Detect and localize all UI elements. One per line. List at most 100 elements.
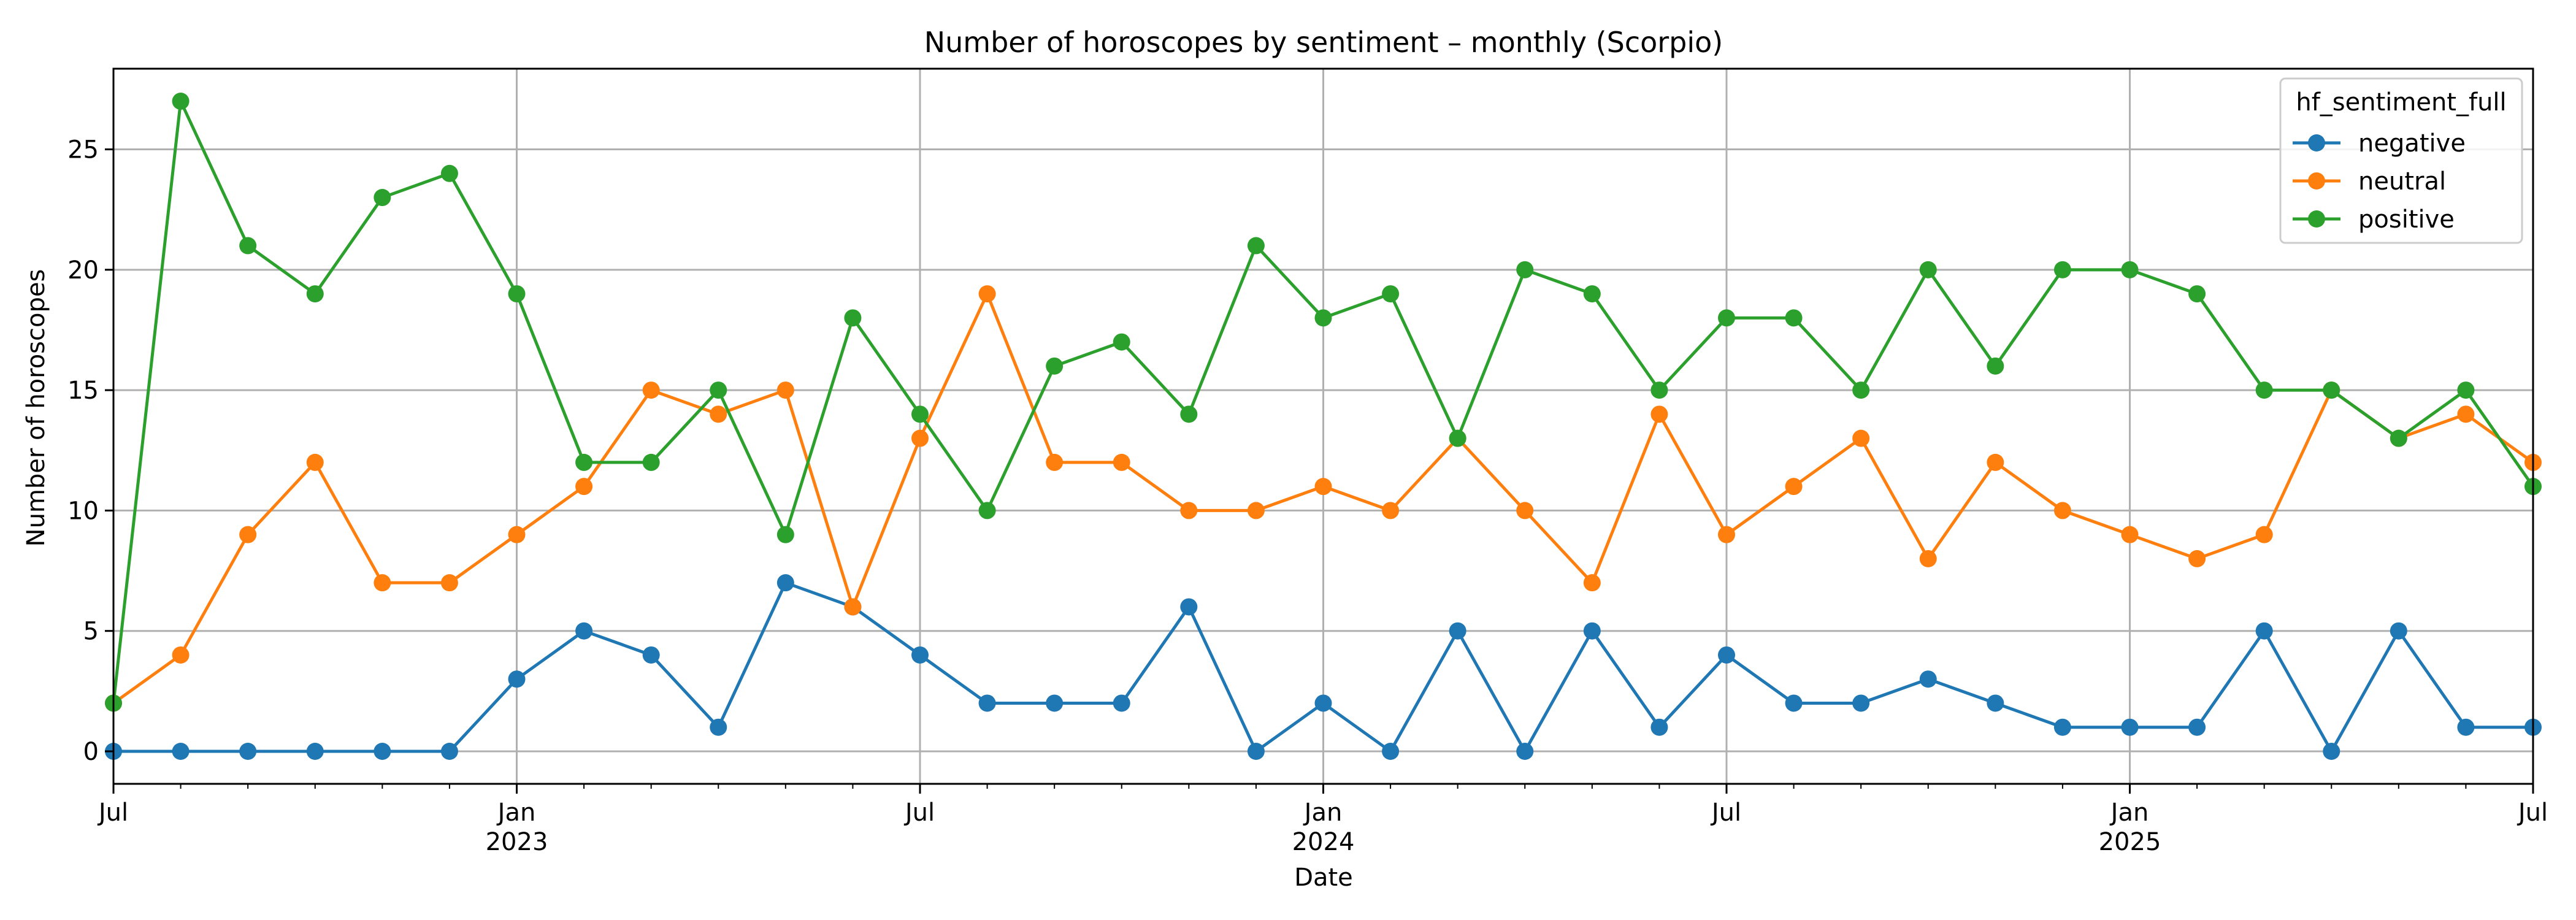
- data-point-neutral: [1583, 574, 1601, 592]
- data-point-positive: [2053, 261, 2071, 278]
- data-point-neutral: [440, 574, 458, 592]
- data-point-negative: [575, 622, 593, 640]
- series-layer: [105, 93, 2542, 760]
- data-point-neutral: [1516, 502, 1534, 519]
- data-point-negative: [2457, 718, 2475, 736]
- legend-entries: negative neutral positive: [2293, 129, 2466, 234]
- data-point-positive: [1314, 309, 1332, 327]
- data-point-neutral: [1785, 478, 1803, 496]
- data-point-negative: [508, 670, 526, 688]
- data-point-neutral: [508, 526, 526, 543]
- data-point-neutral: [1180, 502, 1198, 519]
- y-tick-label: 20: [67, 256, 99, 285]
- data-point-negative: [2390, 622, 2407, 640]
- legend-entry-neutral: neutral: [2293, 167, 2446, 196]
- data-point-neutral: [2188, 550, 2206, 567]
- legend-marker-neutral: [2308, 172, 2325, 190]
- data-point-negative: [2188, 718, 2206, 736]
- data-point-positive: [575, 453, 593, 471]
- x-tick-label: Jan: [1303, 799, 1343, 827]
- data-point-negative: [374, 743, 391, 760]
- data-point-negative: [1650, 718, 1668, 736]
- data-point-positive: [172, 93, 190, 110]
- data-point-negative: [1113, 694, 1130, 712]
- data-point-negative: [239, 743, 257, 760]
- data-point-positive: [1382, 285, 1400, 303]
- data-point-negative: [2121, 718, 2139, 736]
- x-tick-year-label: 2025: [2099, 828, 2161, 856]
- series-positive: [105, 93, 2542, 712]
- data-point-negative: [1449, 622, 1466, 640]
- data-point-positive: [1180, 405, 1198, 423]
- data-point-negative: [1382, 743, 1400, 760]
- data-point-positive: [1919, 261, 1937, 278]
- data-point-positive: [911, 405, 929, 423]
- data-point-positive: [1247, 237, 1265, 255]
- data-point-negative: [642, 646, 660, 664]
- data-point-neutral: [172, 646, 190, 664]
- data-point-neutral: [374, 574, 391, 592]
- data-point-positive: [440, 164, 458, 182]
- data-point-neutral: [1046, 453, 1064, 471]
- x-tick-label: Jul: [1710, 799, 1741, 827]
- data-point-negative: [2255, 622, 2273, 640]
- data-point-positive: [306, 285, 324, 303]
- data-point-neutral: [575, 478, 593, 496]
- data-point-negative: [1852, 694, 1870, 712]
- data-point-positive: [2457, 381, 2475, 399]
- data-point-positive: [374, 189, 391, 207]
- data-point-neutral: [1852, 429, 1870, 447]
- legend-marker-negative: [2308, 134, 2325, 151]
- data-point-neutral: [1247, 502, 1265, 519]
- data-point-negative: [440, 743, 458, 760]
- data-point-negative: [1046, 694, 1064, 712]
- data-point-negative: [1516, 743, 1534, 760]
- data-point-negative: [306, 743, 324, 760]
- y-tick-label: 5: [83, 618, 99, 646]
- data-point-negative: [1247, 743, 1265, 760]
- legend-label-positive: positive: [2358, 205, 2455, 234]
- legend: hf_sentiment_full negative neutral positiv…: [2279, 77, 2523, 244]
- y-tick-label: 10: [67, 497, 99, 525]
- data-point-positive: [2323, 381, 2340, 399]
- data-point-neutral: [911, 429, 929, 447]
- data-point-positive: [2121, 261, 2139, 278]
- data-point-neutral: [1718, 526, 1735, 543]
- x-tick-label: Jul: [97, 799, 128, 827]
- legend-box: [2279, 77, 2523, 244]
- data-point-negative: [1314, 694, 1332, 712]
- data-point-neutral: [710, 405, 727, 423]
- data-point-negative: [1583, 622, 1601, 640]
- x-tick-year-label: 2024: [1292, 828, 1355, 856]
- data-point-negative: [978, 694, 996, 712]
- data-point-positive: [1852, 381, 1870, 399]
- data-point-positive: [2188, 285, 2206, 303]
- data-point-neutral: [1113, 453, 1130, 471]
- data-point-positive: [710, 381, 727, 399]
- data-point-neutral: [2457, 405, 2475, 423]
- data-point-positive: [1113, 333, 1130, 351]
- data-point-positive: [844, 309, 862, 327]
- chart-title: Number of horoscopes by sentiment – mont…: [924, 26, 1723, 59]
- data-point-positive: [1987, 357, 2004, 375]
- x-tick-label: Jan: [2109, 799, 2149, 827]
- data-point-negative: [1919, 670, 1937, 688]
- data-point-positive: [2390, 429, 2407, 447]
- data-point-negative: [710, 718, 727, 736]
- data-point-negative: [2323, 743, 2340, 760]
- data-point-positive: [978, 502, 996, 519]
- data-point-neutral: [844, 598, 862, 616]
- legend-title: hf_sentiment_full: [2296, 88, 2506, 117]
- data-point-negative: [1785, 694, 1803, 712]
- x-axis-label: Date: [1294, 864, 1353, 892]
- data-point-negative: [911, 646, 929, 664]
- data-point-neutral: [2053, 502, 2071, 519]
- data-point-positive: [776, 526, 794, 543]
- x-tick-year-label: 2023: [486, 828, 548, 856]
- data-point-negative: [1180, 598, 1198, 616]
- data-point-neutral: [1650, 405, 1668, 423]
- x-tick-label: Jan: [496, 799, 536, 827]
- legend-entry-positive: positive: [2293, 205, 2455, 234]
- data-point-neutral: [978, 285, 996, 303]
